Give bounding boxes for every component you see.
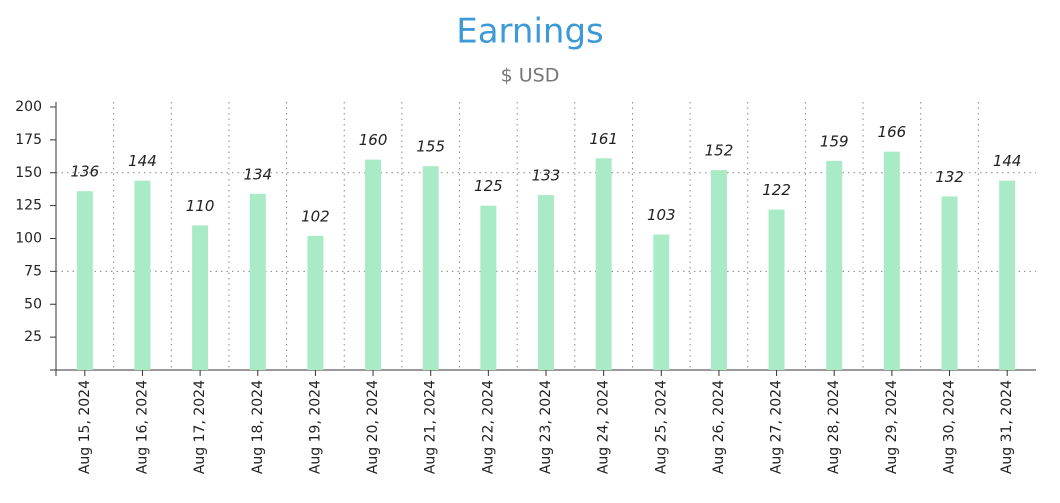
bar <box>826 160 843 370</box>
value-label: 125 <box>474 177 503 195</box>
bar <box>422 166 439 370</box>
x-tick-label: Aug 22, 2024 <box>480 380 496 474</box>
value-label: 102 <box>301 207 330 225</box>
value-label: 160 <box>359 131 388 149</box>
bar <box>134 180 151 370</box>
bar <box>249 193 266 370</box>
value-label: 133 <box>532 167 561 185</box>
bar <box>999 180 1016 370</box>
y-tick-label: 150 <box>15 165 42 181</box>
bar <box>883 151 900 370</box>
chart-title: Earnings <box>456 12 604 52</box>
value-label: 161 <box>589 130 618 148</box>
bar <box>941 196 958 370</box>
bar <box>653 234 670 370</box>
value-label: 110 <box>186 197 215 215</box>
bar <box>538 195 554 370</box>
x-tick-label: Aug 25, 2024 <box>653 380 669 474</box>
value-label: 103 <box>647 206 676 224</box>
value-label: 132 <box>935 168 964 186</box>
x-tick-label: Aug 15, 2024 <box>77 380 93 474</box>
y-tick-label: 200 <box>15 99 42 115</box>
x-tick-label: Aug 21, 2024 <box>423 380 439 474</box>
x-tick-label: Aug 26, 2024 <box>711 380 727 474</box>
y-tick-label: 175 <box>15 132 42 148</box>
bar <box>307 235 324 370</box>
bar <box>192 225 209 370</box>
value-label: 152 <box>705 142 734 160</box>
bar <box>768 209 785 370</box>
value-label: 159 <box>820 132 849 150</box>
bar <box>365 159 382 370</box>
x-tick-label: Aug 17, 2024 <box>192 380 208 474</box>
y-tick-label: 50 <box>24 296 42 312</box>
value-label: 144 <box>128 152 157 170</box>
y-tick-label: 25 <box>24 329 42 345</box>
bar <box>76 191 93 370</box>
bar <box>480 205 497 370</box>
x-tick-label: Aug 23, 2024 <box>538 380 554 474</box>
bar <box>710 170 727 370</box>
chart-subtitle: $ USD <box>501 65 560 87</box>
x-tick-label: Aug 29, 2024 <box>884 380 900 474</box>
value-label: 144 <box>993 152 1022 170</box>
value-label: 136 <box>71 163 100 181</box>
x-tick-label: Aug 20, 2024 <box>365 380 381 474</box>
value-label: 155 <box>416 138 445 156</box>
x-tick-label: Aug 31, 2024 <box>999 380 1015 474</box>
y-tick-label: 75 <box>24 263 42 279</box>
x-tick-label: Aug 18, 2024 <box>250 380 266 474</box>
value-label: 166 <box>878 123 907 141</box>
bar <box>595 158 612 370</box>
x-tick-label: Aug 30, 2024 <box>942 380 958 474</box>
y-tick-label: 100 <box>15 231 42 247</box>
x-tick-label: Aug 19, 2024 <box>307 380 323 474</box>
x-tick-label: Aug 27, 2024 <box>769 380 785 474</box>
x-tick-label: Aug 28, 2024 <box>826 380 842 474</box>
y-tick-label: 125 <box>15 198 42 214</box>
x-tick-label: Aug 24, 2024 <box>596 380 612 474</box>
value-label: 122 <box>762 181 791 199</box>
x-tick-label: Aug 16, 2024 <box>134 380 150 474</box>
value-label: 134 <box>243 165 272 183</box>
